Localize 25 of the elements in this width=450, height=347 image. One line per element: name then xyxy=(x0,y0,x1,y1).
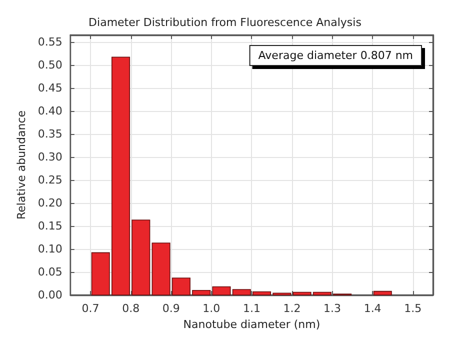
y-tick-label: 0.15 xyxy=(38,219,62,232)
x-tick-label: 1.4 xyxy=(364,302,382,315)
x-tick-label: 1.2 xyxy=(283,302,301,315)
x-tick-label: 1.5 xyxy=(404,302,422,315)
chart-title: Diameter Distribution from Fluorescence Analysis xyxy=(88,16,362,29)
y-tick-label: 0.40 xyxy=(38,104,62,118)
x-tick-label: 1.0 xyxy=(202,302,220,315)
y-axis-title: Relative abundance xyxy=(15,110,28,220)
y-tick-label: 0.30 xyxy=(38,150,62,164)
y-tick-label: 0.50 xyxy=(38,58,62,72)
y-tick-label: 0.10 xyxy=(38,242,62,256)
x-tick-label: 1.3 xyxy=(324,302,342,315)
y-tick-label: 0.25 xyxy=(38,173,62,186)
y-tick-label: 0.05 xyxy=(38,265,62,278)
y-tick-label: 0.00 xyxy=(38,288,62,302)
x-tick-label: 0.7 xyxy=(82,302,100,315)
x-tick-label: 0.9 xyxy=(162,302,180,315)
y-tick-label: 0.35 xyxy=(38,127,62,140)
y-tick-label: 0.55 xyxy=(38,35,62,48)
x-tick-label: 1.1 xyxy=(242,302,260,315)
y-tick-label: 0.45 xyxy=(38,81,62,94)
x-axis-title: Nanotube diameter (nm) xyxy=(183,318,320,331)
x-tick-label: 0.8 xyxy=(122,302,140,315)
y-tick-label: 0.20 xyxy=(38,196,62,210)
annotation: Average diameter 0.807 nm xyxy=(258,49,414,62)
